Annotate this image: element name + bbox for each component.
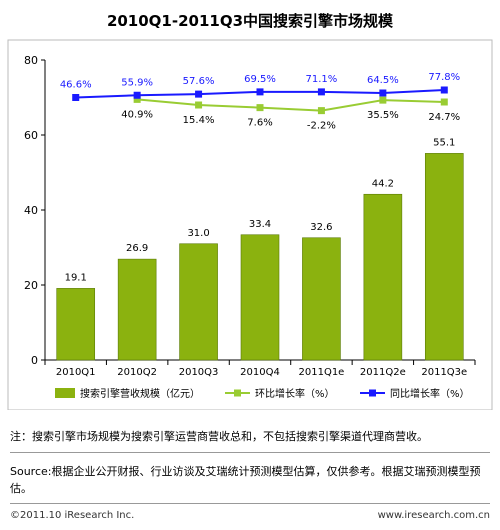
qoq-point xyxy=(379,96,387,104)
qoq-line xyxy=(137,98,445,112)
yoy-label: 77.8% xyxy=(428,72,460,83)
bar xyxy=(424,153,464,361)
x-tick-label: 2010Q4 xyxy=(240,367,280,378)
yoy-label: 71.1% xyxy=(306,74,338,85)
y-tick-label: 60 xyxy=(24,129,38,142)
bar xyxy=(302,237,341,361)
source-note: Source:根据企业公开财报、行业访谈及艾瑞统计预测模型估算，仅供参考。根据艾… xyxy=(10,465,481,495)
legend-label: 环比增长率（%） xyxy=(255,387,335,400)
legend-marker-yoy xyxy=(369,389,376,397)
x-tick-label: 2010Q1 xyxy=(56,367,96,378)
y-tick-label: 20 xyxy=(24,279,38,292)
qoq-label: -2.2% xyxy=(307,121,336,132)
legend-label: 同比增长率（%） xyxy=(390,387,470,400)
bar-value-label: 19.1 xyxy=(65,272,87,283)
yoy-point xyxy=(379,89,387,97)
bar xyxy=(240,234,280,361)
yoy-point xyxy=(256,88,264,96)
footnote: 注：搜索引擎市场规模为搜索引擎运营商营收总和，不包括搜索引擎渠道代理商营收。 xyxy=(10,430,428,443)
bar xyxy=(179,243,218,361)
bar-value-label: 44.2 xyxy=(372,178,394,189)
chart-title: 2010Q1-2011Q3中国搜索引擎市场规模 xyxy=(106,12,394,30)
qoq-point xyxy=(195,101,203,109)
chart: 0 20 40 60 80 2010Q1 2010Q2 2010Q3 2010Q4 2011Q1e… xyxy=(7,39,493,410)
yoy-point xyxy=(195,90,203,98)
yoy-label: 55.9% xyxy=(121,77,153,88)
divider xyxy=(10,452,490,453)
x-tick-label: 2010Q3 xyxy=(179,367,219,378)
qoq-label: 15.4% xyxy=(183,115,215,126)
x-tick-label: 2011Q2e xyxy=(360,367,406,378)
yoy-label: 64.5% xyxy=(367,75,399,86)
legend-label: 搜索引擎营收规模（亿元） xyxy=(80,387,200,400)
yoy-point xyxy=(72,94,80,101)
qoq-point xyxy=(317,107,325,115)
yoy-label: 57.6% xyxy=(183,76,215,87)
legend-swatch-bar xyxy=(55,388,75,398)
bar-value-label: 55.1 xyxy=(433,137,455,148)
copyright: ©2011.10 iResearch Inc. xyxy=(10,510,135,521)
yoy-point xyxy=(317,88,325,96)
legend-marker-qoq xyxy=(234,389,241,397)
yoy-label: 46.6% xyxy=(60,80,92,91)
x-tick-label: 2011Q1e xyxy=(299,367,345,378)
yoy-point xyxy=(440,86,448,94)
qoq-label: 7.6% xyxy=(247,118,272,129)
website: www.iresearch.com.cn xyxy=(377,510,490,521)
yoy-label: 69.5% xyxy=(244,74,276,85)
divider xyxy=(10,503,490,504)
qoq-label: 24.7% xyxy=(428,112,460,123)
bar-value-label: 32.6 xyxy=(310,222,332,233)
qoq-label: 40.9% xyxy=(121,109,153,120)
qoq-label: 35.5% xyxy=(367,110,399,121)
qoq-point xyxy=(440,98,448,106)
bar xyxy=(117,258,157,361)
bar xyxy=(363,193,403,361)
y-tick-label: 40 xyxy=(24,204,38,217)
yoy-point xyxy=(133,91,141,99)
x-tick-label: 2010Q2 xyxy=(117,367,157,378)
x-tick-label: 2011Q3e xyxy=(421,367,467,378)
y-tick-label: 80 xyxy=(24,54,38,67)
bar-value-label: 31.0 xyxy=(187,228,209,239)
bar xyxy=(56,288,96,361)
chart-frame xyxy=(7,39,493,410)
y-tick-label: 0 xyxy=(31,354,38,367)
qoq-point xyxy=(133,95,141,103)
bar-value-label: 26.9 xyxy=(126,243,148,254)
qoq-point xyxy=(256,104,264,112)
bar-value-label: 33.4 xyxy=(249,219,271,230)
